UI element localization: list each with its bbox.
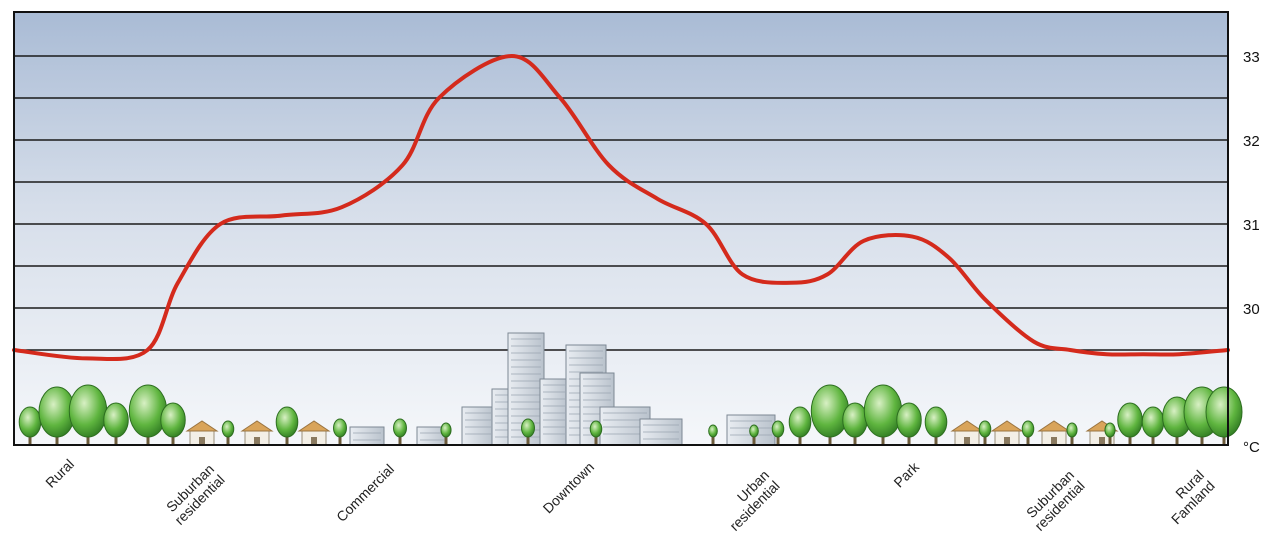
tree-icon [978, 420, 992, 445]
tree-icon [275, 406, 299, 445]
zone-label: Suburbanresidential [1021, 467, 1088, 534]
tree-icon [1021, 420, 1035, 445]
y-tick-label: 30 [1243, 301, 1260, 318]
house-icon [240, 420, 274, 446]
tree-icon [1066, 422, 1078, 445]
tree-icon [128, 384, 168, 445]
house-icon [950, 420, 984, 446]
tree-icon [1104, 422, 1116, 445]
plot-frame [13, 11, 1229, 446]
y-tick-label: 31 [1243, 217, 1260, 234]
tree-icon [788, 406, 812, 445]
tree-icon [589, 420, 603, 445]
building-icon [639, 418, 683, 446]
tree-icon [521, 418, 535, 445]
zone-labels: Rural Suburbanresidential Commercial Downto… [42, 456, 1218, 534]
zone-label: Suburbanresidential [161, 461, 228, 528]
tree-icon [333, 418, 347, 445]
zone-label: Urbanresidential [716, 467, 783, 534]
zone-label: Rural [42, 456, 77, 491]
tree-icon [896, 402, 922, 445]
tree-icon [393, 418, 407, 445]
tree-icon [160, 402, 186, 445]
house-icon [990, 420, 1024, 446]
tree-icon [1205, 386, 1243, 445]
building-icon [539, 378, 569, 446]
tree-icon [1117, 402, 1143, 445]
gridlines [14, 55, 1228, 351]
tree-icon [771, 420, 785, 445]
tree-icon [18, 406, 42, 445]
building-icon [461, 406, 495, 446]
zone-label: Commercial [333, 461, 397, 525]
tree-icon [103, 402, 129, 445]
tree-icon [924, 406, 948, 445]
landscape-illustration [18, 332, 1243, 446]
y-axis-ticks: 30 31 32 33 [1243, 49, 1260, 318]
zone-label: Downtown [540, 459, 598, 517]
tree-icon [440, 422, 452, 445]
y-tick-label: 33 [1243, 49, 1260, 66]
zone-label: RuralFamland [1157, 467, 1217, 527]
tree-icon [708, 424, 718, 445]
y-tick-label: 32 [1243, 133, 1260, 150]
tree-icon [68, 384, 108, 445]
building-icon [349, 426, 385, 446]
zone-label: Park [890, 458, 922, 490]
house-icon [185, 420, 219, 446]
tree-icon [749, 424, 759, 445]
y-unit-label: °C [1243, 439, 1260, 456]
house-icon [297, 420, 331, 446]
temperature-line [12, 54, 1230, 362]
tree-icon [221, 420, 235, 445]
plot-background [14, 12, 1228, 445]
